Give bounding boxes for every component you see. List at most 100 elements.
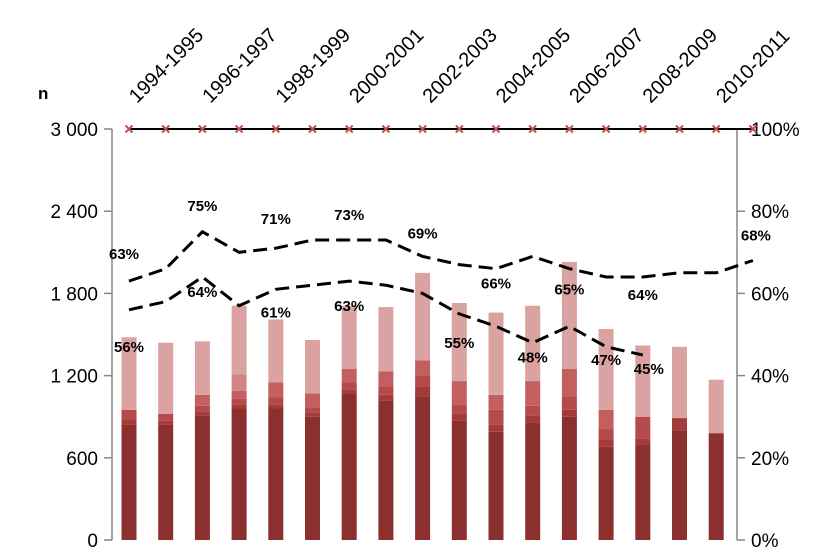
bar-segment [672,430,687,540]
bar-segment [194,411,210,416]
bar-segment [451,302,467,382]
plot-area: 0 600 1 200 1 800 2 400 3 000 0% 20% 40% 60% 80% 10… [50,24,799,549]
x-tick-label: 1994-1995 [125,24,208,107]
data-label: 55% [444,335,474,352]
bar-segment [194,394,210,406]
x-tick-label: 2004-2005 [492,24,575,107]
series-marker [528,124,537,134]
bar-segment [635,444,651,540]
bar-segment [488,424,504,432]
bar-segment [268,397,284,405]
series-marker [161,124,170,134]
bar-segment [525,381,541,406]
bar-segment [378,386,394,395]
bar-segment [561,396,577,410]
y2-tick-label: 60% [751,284,789,305]
bar-segment [525,415,541,423]
bar-segment [598,329,614,410]
series-marker [198,124,207,134]
data-label: 64% [187,284,217,301]
data-label: 71% [261,211,291,228]
bar-segment [305,339,320,394]
x-tick-label: 2008-2009 [639,24,722,107]
bar-segment [598,446,614,540]
series-marker [565,124,574,134]
x-tick-label: 2010-2011 [712,25,794,107]
x-tick-label: 2000-2001 [345,24,428,107]
bar-segment [194,415,210,540]
bar-segment [635,345,651,417]
bar-segment [672,418,687,431]
bar-segment [341,305,357,369]
x-tick-label: 2002-2003 [419,24,502,107]
data-label: 75% [187,198,217,215]
bar-segment [598,429,614,440]
bar-segment [378,307,394,372]
bar-segment [268,408,284,540]
data-label: 65% [554,282,584,299]
series-marker [601,124,611,134]
bar-segment [378,394,394,401]
series-marker [418,124,427,134]
bar-segment [525,405,541,416]
bar-segment [231,408,247,540]
bar-segment [598,439,614,447]
series-marker [491,124,501,134]
y2-tick-label: 100% [751,120,800,141]
series-marker [308,124,317,134]
bar-segment [378,400,394,540]
bar-segment [231,398,247,405]
series-marker [344,124,354,134]
series-marker [675,124,684,134]
bar-segment [451,381,467,405]
bar-segment [708,433,724,540]
series-marker [381,124,391,134]
series-marker [271,124,281,134]
bar-segment [158,420,174,425]
y-tick-label: 600 [66,449,98,470]
bar-segment [525,305,541,382]
x-tick-label: 2006-2007 [565,24,648,107]
y2-tick-label: 80% [751,202,789,223]
bar-segment [121,419,137,425]
series-marker [748,124,758,134]
data-label: 73% [334,207,364,224]
series-marker [638,124,648,134]
y-tick-label: 1 200 [50,367,98,388]
bar-segment [341,368,357,383]
x-tick-label: 1998-1999 [272,24,355,107]
bar-segment [635,416,651,439]
bar-segment [305,412,320,417]
bar-segment [121,337,137,410]
y2-tick-label: 20% [751,449,789,470]
y-tick-label: 0 [87,531,98,549]
bar-segment [341,393,357,540]
data-label: 48% [518,350,548,367]
y-tick-label: 3 000 [50,120,98,141]
bar-segment [268,319,284,383]
bar-segment [561,261,577,369]
bar-segment [635,438,651,445]
bar-segment [488,394,504,410]
data-label: 68% [741,228,771,245]
bar-segment [488,409,504,425]
bar-segment [268,382,284,398]
data-label: 63% [334,298,364,315]
bar-segment [341,382,357,390]
bar-segment [415,386,431,397]
bar-segment [231,374,247,391]
bar-segment [561,409,577,417]
data-label: 45% [634,361,664,378]
bar-segment [451,413,467,421]
data-label: 47% [591,352,621,369]
y-tick-label: 1 800 [50,284,98,305]
bar-segment [488,312,504,395]
bar-segment [231,404,247,409]
bar-segment [451,420,467,540]
bar-segment [305,393,320,408]
bar-segment [488,431,504,540]
bar-segment [231,390,247,399]
bar-segment [194,341,210,395]
series-marker [455,124,464,134]
bar-segment [158,424,174,540]
